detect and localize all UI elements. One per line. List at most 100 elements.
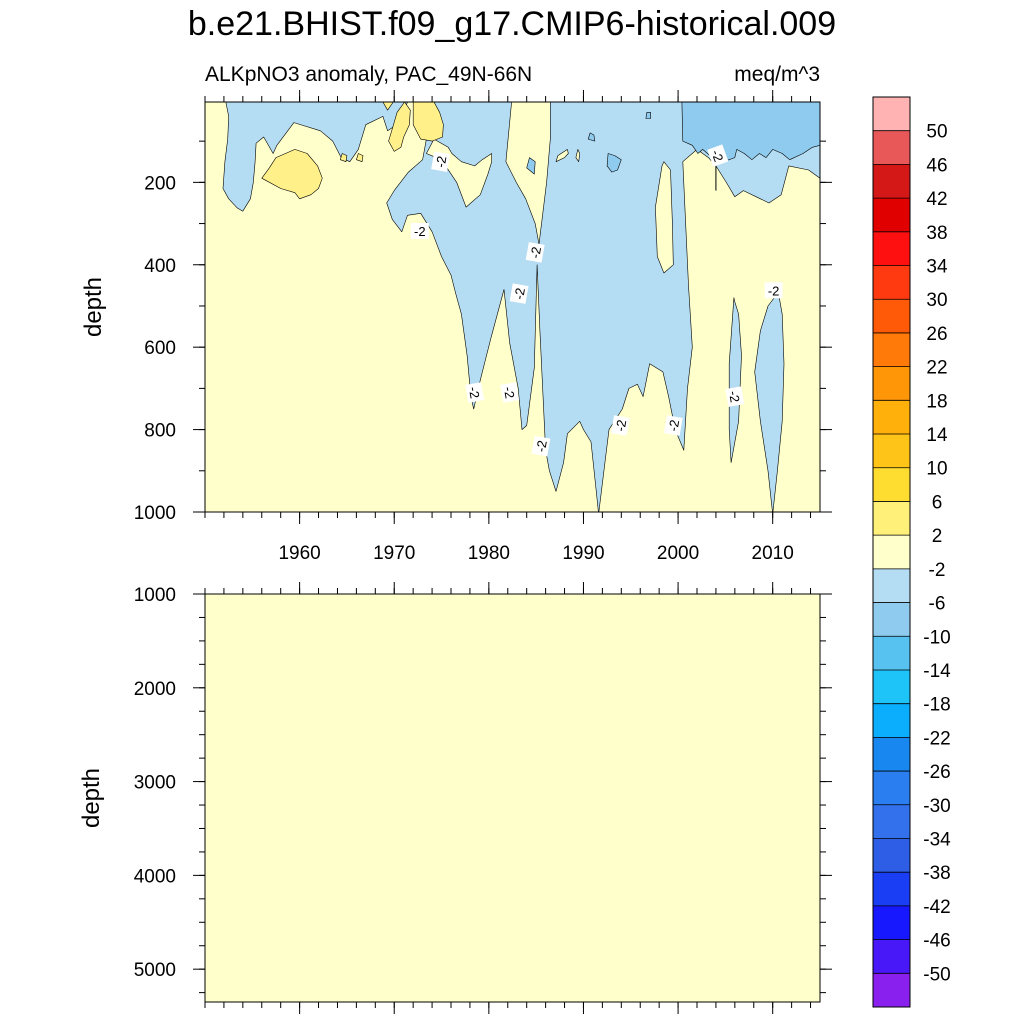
- colorbar: 50 46 42 38 34 30 26 22 18 14 10 6 2 -2 -6 -10 -14 -18 -22…: [872, 96, 951, 1008]
- figure-title: b.e21.BHIST.f09_g17.CMIP6-historical.009: [188, 5, 836, 43]
- lower-axes: 1000 2000 3000 4000 5000: [134, 582, 832, 1014]
- colorbar-swatch: [873, 535, 910, 570]
- colorbar-swatch: [873, 771, 910, 806]
- colorbar-swatch: [873, 299, 910, 334]
- contour-label: -2: [525, 242, 545, 263]
- colorbar-swatch: [873, 467, 910, 502]
- colorbar-swatch: [873, 198, 910, 233]
- colorbar-swatch: [873, 400, 910, 435]
- contour-label-box: [531, 435, 551, 457]
- panel-left-subtitle: ALKpNO3 anomaly, PAC_49N-66N: [205, 63, 532, 86]
- contour-region--10_to_-6: [606, 153, 622, 173]
- colorbar-label: -22: [923, 728, 950, 749]
- contour-region-2_to_6: [412, 102, 444, 142]
- colorbar-swatch: [873, 905, 910, 940]
- colorbar-swatch: [873, 97, 910, 131]
- contour-label-text: -2: [533, 439, 550, 453]
- contour-region--10_to_-6: [526, 157, 536, 175]
- colorbar-swatch: [873, 332, 910, 367]
- contour-label-box: [764, 282, 783, 299]
- colorbar-swatch: [873, 669, 910, 704]
- upper-y-tick-label: 400: [144, 256, 176, 277]
- colorbar-label: 2: [932, 526, 943, 547]
- upper-region-layer: [222, 102, 820, 512]
- lower-plot-fill: [205, 594, 820, 1002]
- contour-label: -2: [500, 382, 520, 403]
- contour-label: -2: [465, 382, 485, 403]
- contour-region--2_to_2: [575, 149, 581, 162]
- colorbar-swatch: [873, 231, 910, 266]
- contour-label-text: -2: [768, 283, 780, 298]
- colorbar-swatch: [873, 130, 910, 165]
- colorbar-swatch: [873, 568, 910, 603]
- contour-label-text: -2: [501, 386, 518, 400]
- upper-x-tick-label: 2000: [657, 543, 699, 564]
- contour-region-2_to_6: [356, 153, 364, 162]
- colorbar-label: 38: [926, 223, 947, 244]
- colorbar-label: -10: [923, 627, 950, 648]
- colorbar-label: 30: [926, 290, 947, 311]
- contour-label-box: [509, 283, 529, 304]
- colorbar-label: -2: [929, 560, 946, 581]
- contour-label-text: -2: [726, 390, 743, 404]
- contour-label-text: -2: [708, 148, 726, 164]
- contour-label-box: [663, 415, 683, 436]
- contour-label-text: -2: [665, 419, 682, 433]
- upper-depth-panel: -2 -2 -2 -2 -2 -2 -2 -2 -2 -2 -2 -2 1960 1970 1980 199…: [80, 90, 832, 564]
- colorbar-swatch: [873, 366, 910, 401]
- lower-y-axis-title: depth: [78, 768, 105, 828]
- colorbar-swatch: [873, 164, 910, 199]
- lower-y-tick-label: 3000: [134, 773, 176, 794]
- contour-label-text: -2: [511, 287, 528, 301]
- contour-region--10_to_-6: [645, 112, 651, 119]
- colorbar-swatch: [873, 939, 910, 974]
- contour-label-box: [707, 144, 729, 167]
- colorbar-label: -46: [923, 931, 950, 952]
- contour-label-text: -2: [466, 386, 483, 400]
- contour-region--6_to_-2: [728, 297, 742, 463]
- colorbar-label: -34: [923, 830, 951, 851]
- contour-label-text: -2: [414, 224, 426, 239]
- colorbar-label: 22: [926, 358, 947, 379]
- upper-x-tick-label: 2010: [752, 543, 794, 564]
- colorbar-label: -42: [923, 897, 950, 918]
- colorbar-label: -18: [923, 695, 950, 716]
- colorbar-label: 46: [926, 155, 947, 176]
- contour-label: -2: [410, 223, 429, 239]
- colorbar-frame: [872, 96, 911, 1008]
- colorbar-label: -50: [923, 964, 950, 985]
- colorbar-label: -30: [923, 796, 950, 817]
- colorbar-label: 14: [926, 425, 948, 446]
- colorbar-swatch: [873, 737, 910, 772]
- colorbar-label: -14: [923, 661, 951, 682]
- upper-y-tick-label: 200: [144, 173, 176, 194]
- contour-label-text: -2: [527, 245, 544, 259]
- colorbar-swatch: [873, 703, 910, 738]
- upper-contour-labels: -2 -2 -2 -2 -2 -2 -2 -2 -2 -2 -2 -2: [410, 144, 783, 457]
- contour-region-2_to_6: [261, 149, 323, 200]
- contour-region--6_to_-2: [754, 293, 785, 512]
- contour-label-box: [410, 223, 429, 239]
- colorbar-label: 50: [926, 122, 947, 143]
- colorbar-swatch: [873, 501, 910, 536]
- contour-label-box: [725, 386, 745, 407]
- contour-region--2_to_2: [655, 161, 674, 274]
- colorbar-swatch: [873, 636, 910, 671]
- upper-x-tick-label: 1960: [278, 543, 320, 564]
- upper-axes: 1960 1970 1980 1990 2000 2010 200 400 600 800 1000: [134, 90, 832, 564]
- contour-region-2_to_6: [339, 153, 348, 162]
- contour-region--10_to_-6: [587, 132, 596, 142]
- colorbar-swatch: [873, 838, 910, 873]
- contour-label: -2: [509, 283, 529, 304]
- colorbar-swatch: [873, 265, 910, 300]
- upper-y-tick-label: 600: [144, 338, 176, 359]
- colorbar-label: 10: [926, 459, 947, 480]
- colorbar-label: -38: [923, 863, 950, 884]
- upper-contour-regions: [205, 102, 820, 512]
- lower-y-tick-label: 4000: [134, 866, 176, 887]
- contour-label-box: [465, 382, 485, 403]
- lower-depth-panel: 1000 2000 3000 4000 5000 depth: [78, 582, 832, 1014]
- colorbar-label: 34: [926, 257, 948, 278]
- lower-y-tick-label: 2000: [134, 679, 176, 700]
